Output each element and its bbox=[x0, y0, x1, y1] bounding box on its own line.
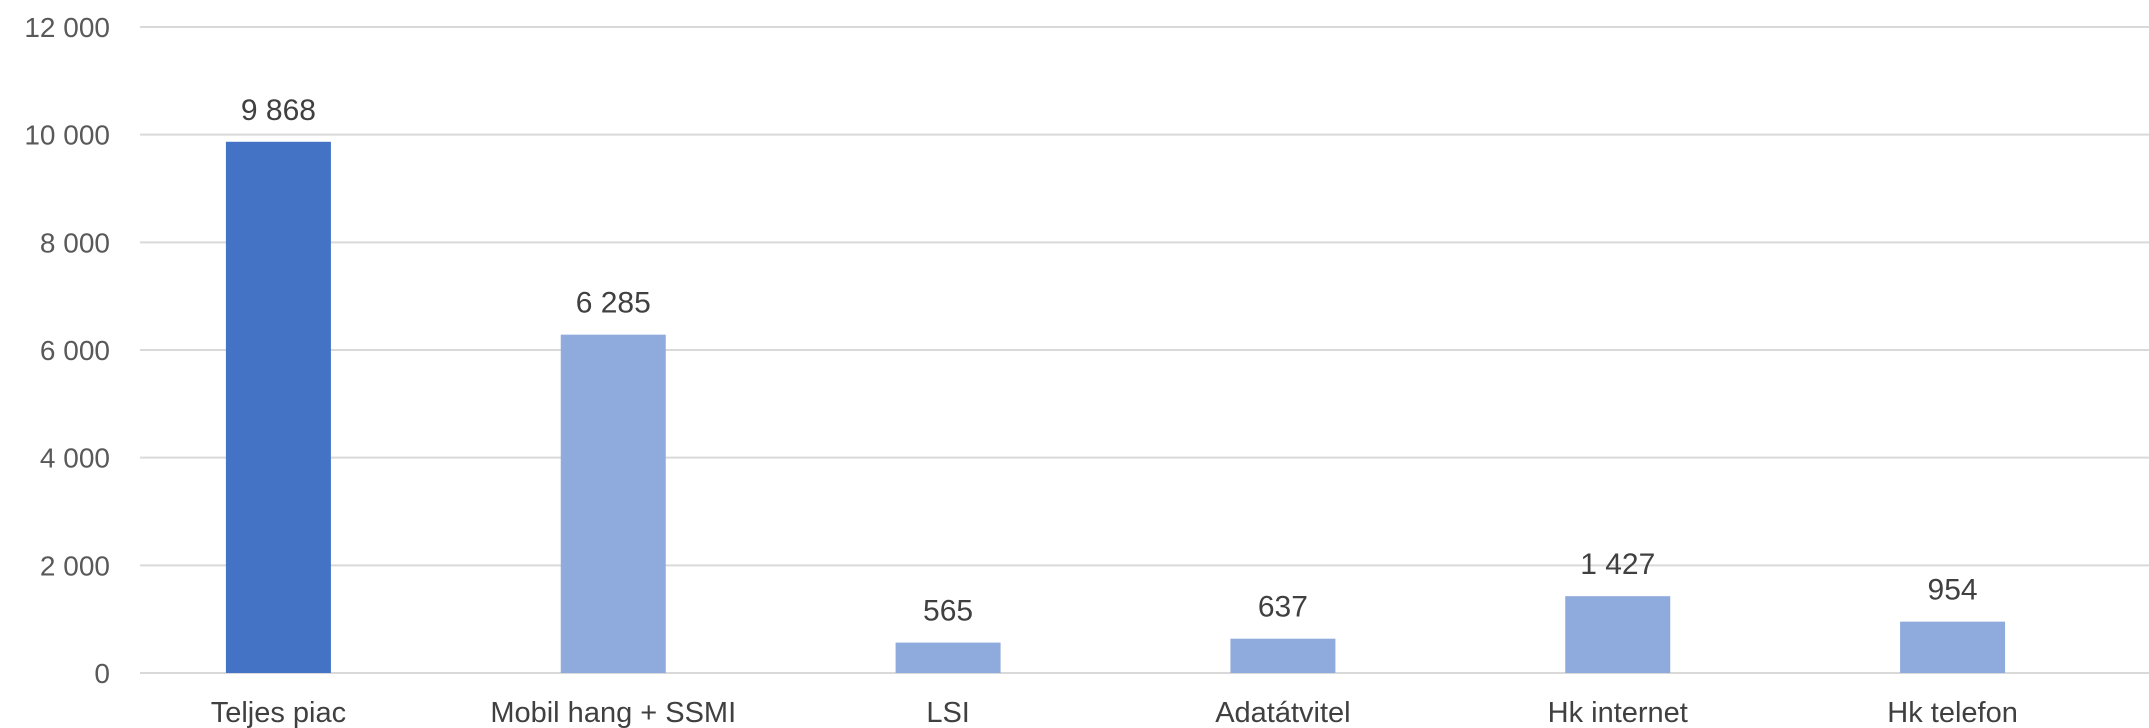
y-tick-label: 0 bbox=[94, 658, 110, 689]
data-label: 565 bbox=[923, 595, 973, 628]
bars bbox=[225, 141, 2006, 674]
x-category-label: Adatátvitel bbox=[1215, 697, 1350, 728]
bar bbox=[225, 141, 331, 674]
bar bbox=[1900, 621, 2006, 673]
x-category-label: Teljes piac bbox=[211, 697, 346, 728]
data-label: 954 bbox=[1928, 574, 1978, 607]
data-label: 9 868 bbox=[241, 94, 316, 127]
y-tick-label: 4 000 bbox=[40, 443, 110, 474]
x-category-label: Hk telefon bbox=[1887, 697, 2018, 728]
y-tick-label: 10 000 bbox=[24, 120, 110, 151]
y-tick-label: 2 000 bbox=[40, 550, 110, 581]
data-label: 6 285 bbox=[576, 287, 651, 320]
bar bbox=[560, 334, 666, 673]
y-tick-label: 6 000 bbox=[40, 335, 110, 366]
gridlines bbox=[140, 26, 2149, 674]
data-label: 637 bbox=[1258, 591, 1308, 624]
x-category-label: Mobil hang + SSMI bbox=[490, 697, 736, 728]
x-category-label: Hk internet bbox=[1548, 697, 1688, 728]
y-tick-label: 12 000 bbox=[24, 12, 110, 43]
x-category-label: LSI bbox=[926, 697, 970, 728]
y-axis-tick-labels: 0 2 000 4 000 6 000 8 000 10 000 12 000 bbox=[24, 12, 110, 689]
data-labels: 9 868 6 285 565 637 1 427 954 bbox=[241, 94, 1978, 628]
x-axis-category-labels: Teljes piac Mobil hang + SSMI LSI Adatátvit… bbox=[211, 697, 2018, 728]
bar bbox=[1230, 638, 1336, 673]
data-label: 1 427 bbox=[1580, 548, 1655, 581]
y-tick-label: 8 000 bbox=[40, 227, 110, 258]
bar bbox=[895, 642, 1001, 673]
bar bbox=[1565, 596, 1671, 673]
